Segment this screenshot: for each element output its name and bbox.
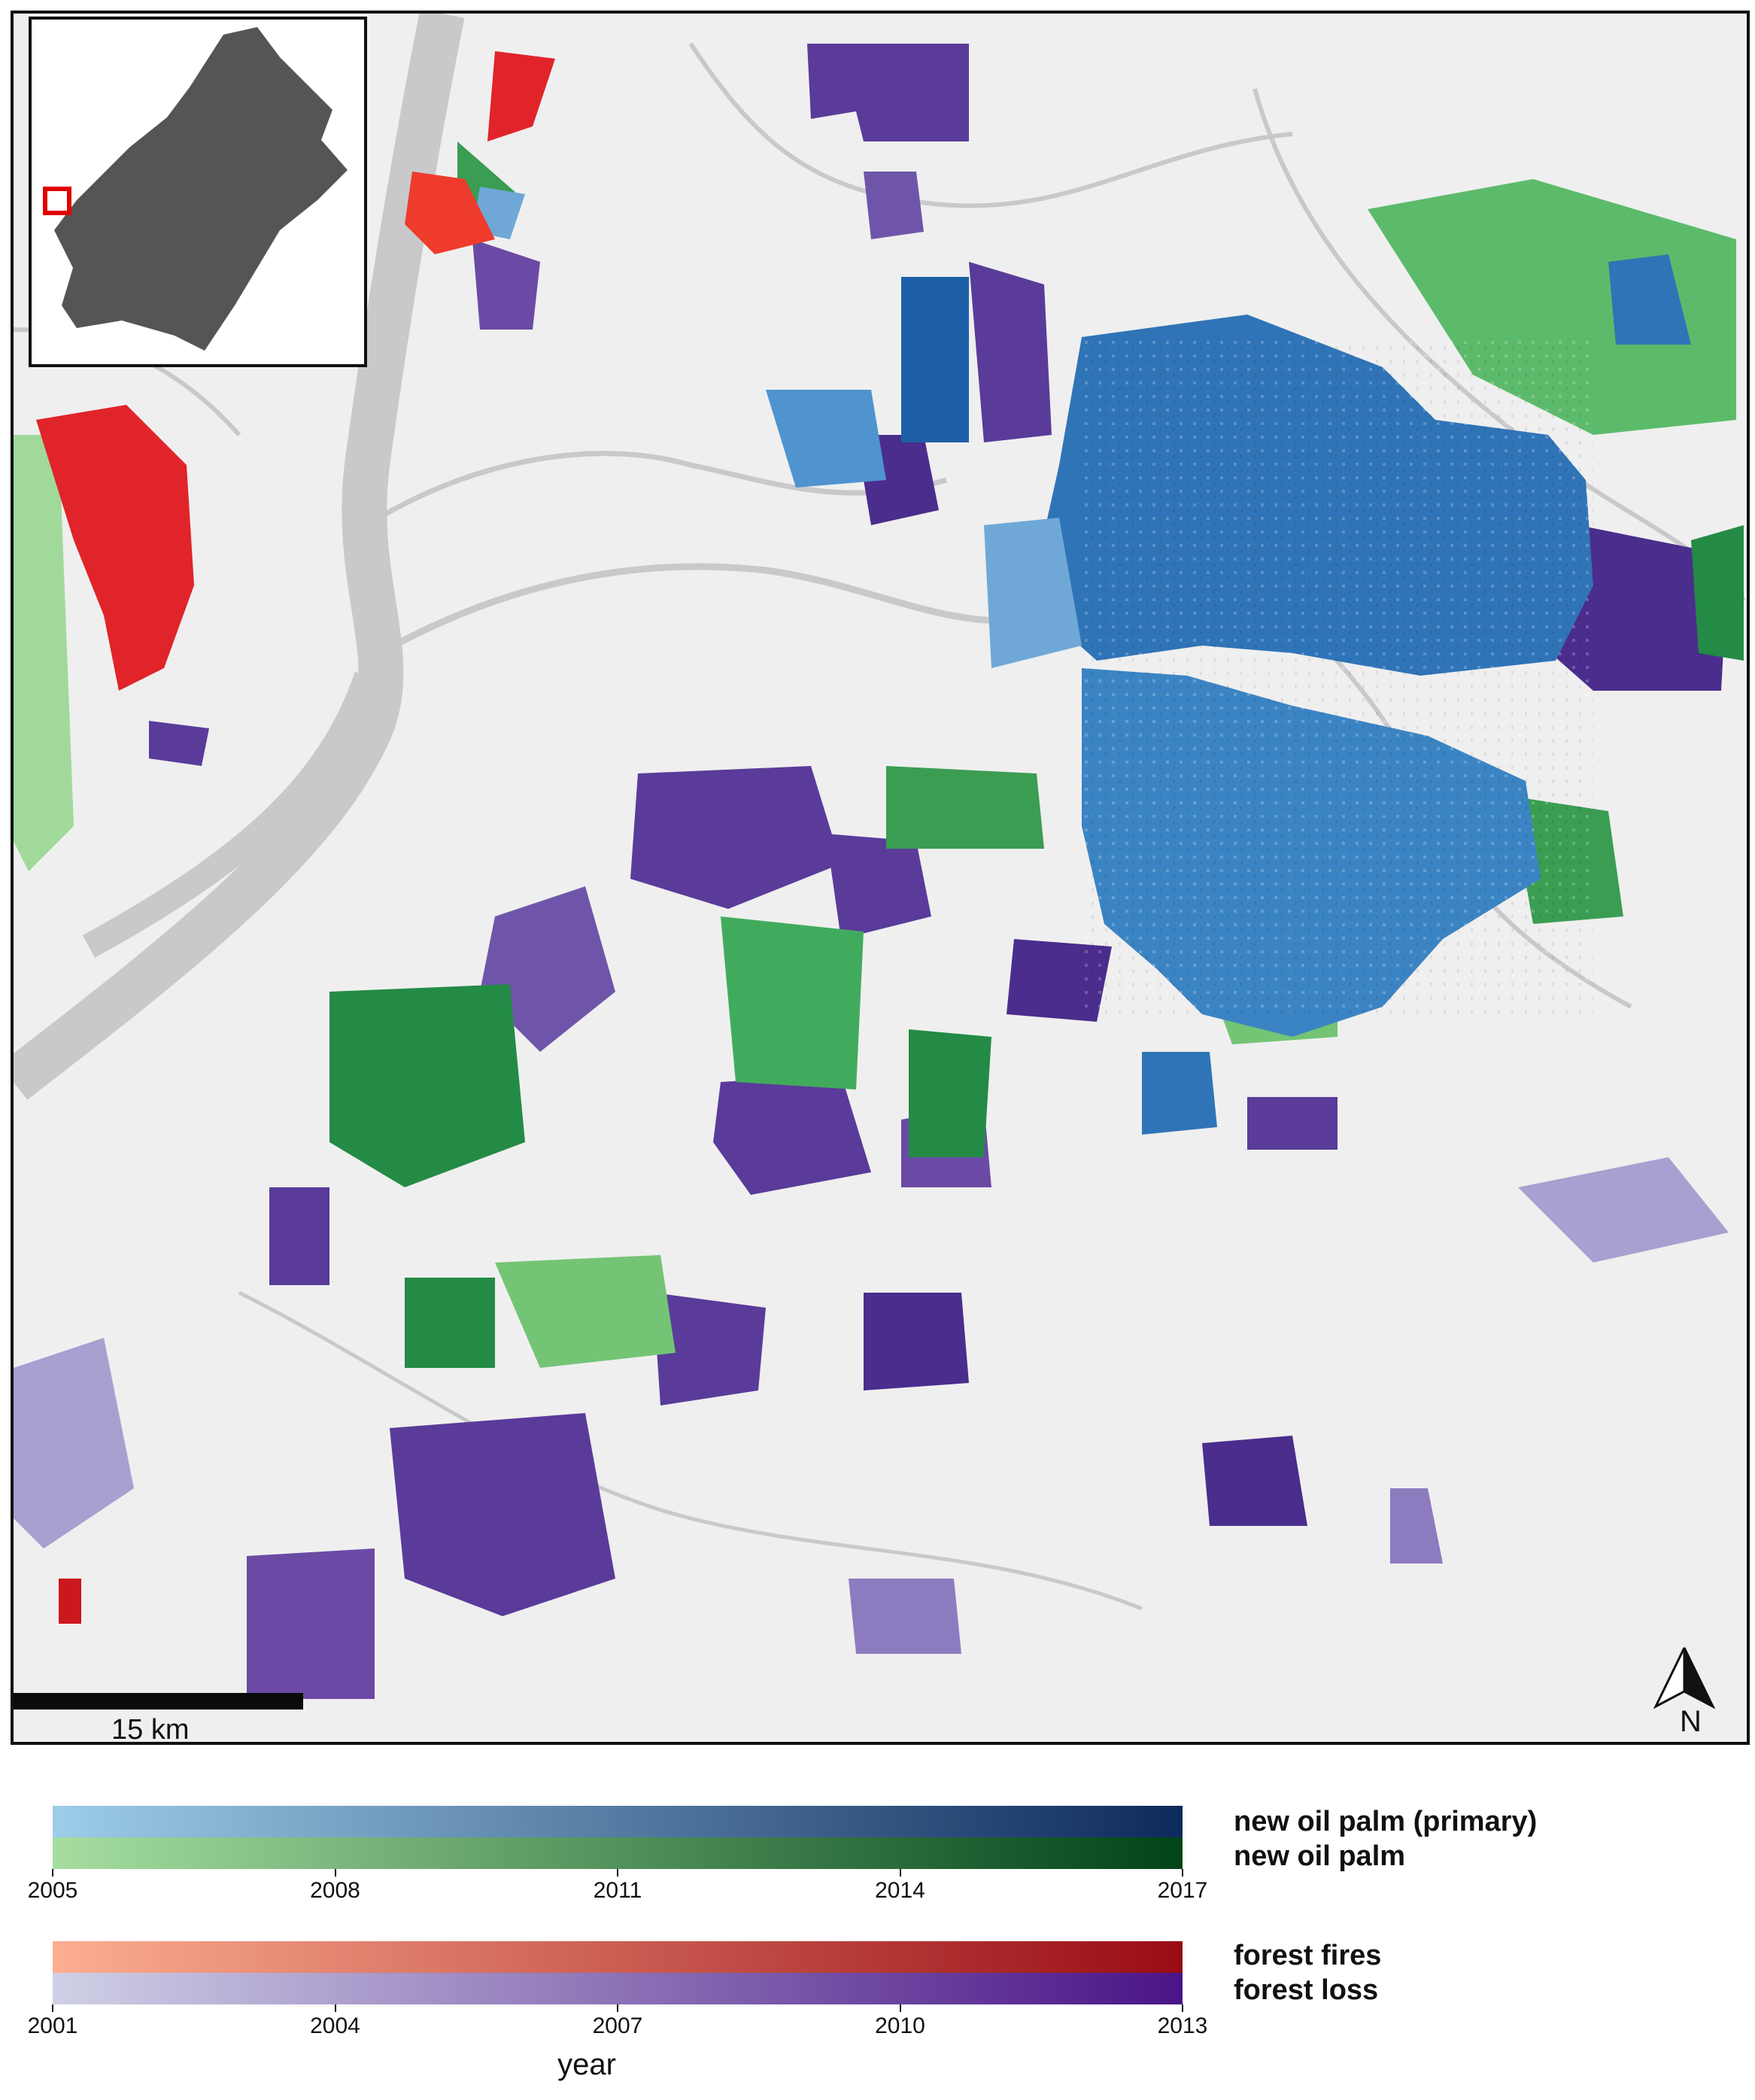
- tributary-river: [365, 563, 1060, 664]
- tributary-river: [688, 42, 1293, 208]
- oil-palm-primary-patch: [766, 390, 886, 488]
- north-arrow-icon: [1653, 1647, 1716, 1709]
- forest-loss-patch: [390, 1413, 615, 1616]
- forest-loss-patch: [480, 886, 615, 1052]
- oil-palm-primary-patch: [1608, 254, 1691, 345]
- forest-loss-patch: [630, 766, 841, 909]
- legend-tick-label: 2008: [310, 1878, 360, 1903]
- legend-label-oil-palm-primary: new oil palm (primary): [1234, 1806, 1538, 1837]
- forest-loss-patch: [247, 1548, 375, 1699]
- scale-bar-graphic: [14, 1693, 303, 1709]
- legend-gradient-oil-palm-primary: [53, 1806, 1183, 1837]
- legend-axis-title: year: [557, 2048, 616, 2081]
- study-area-marker: [43, 187, 71, 215]
- legend-tick-mark: [1182, 2004, 1183, 2012]
- forest-loss-patch: [1202, 1436, 1307, 1526]
- oil-palm-primary-patch: [1082, 337, 1593, 1014]
- oil-palm-primary-patch: [984, 518, 1082, 668]
- oil-palm-primary-patch: [901, 277, 969, 442]
- legend-tick-label: 2004: [310, 2013, 360, 2038]
- oil-palm-patch: [1691, 525, 1744, 661]
- borneo-island: [54, 27, 348, 351]
- legend-tick-mark: [899, 1869, 901, 1877]
- oil-palm-patch: [329, 984, 525, 1187]
- oil-palm-patch: [14, 435, 74, 871]
- legend-tick-label: 2013: [1157, 2013, 1208, 2038]
- forest-fire-patch: [36, 405, 194, 691]
- forest-loss-patch: [969, 262, 1052, 442]
- forest-loss-patch: [14, 1338, 134, 1548]
- legend-tick-label: 2011: [593, 1878, 642, 1903]
- inset-locator-map: [29, 17, 367, 367]
- legend-label-forest-fires: forest fires: [1234, 1940, 1382, 1971]
- oil-palm-primary-layer: [472, 187, 1691, 1135]
- oil-palm-primary-patch: [1142, 1052, 1217, 1135]
- oil-palm-patch: [909, 1029, 991, 1157]
- oil-palm-patch: [886, 766, 1044, 849]
- legend-tick-mark: [899, 2004, 901, 2012]
- forest-fire-patch: [487, 51, 555, 141]
- forest-loss-patch: [713, 1074, 871, 1195]
- legend-gradient-oil-palm: [53, 1837, 1183, 1869]
- forest-loss-patch: [1247, 1097, 1338, 1150]
- forest-loss-patch: [269, 1187, 329, 1285]
- legend-tick-label: 2014: [875, 1878, 925, 1903]
- forest-fire-layer: [36, 51, 555, 1624]
- scale-bar-label: 15 km: [111, 1714, 190, 1745]
- map-frame: 15 km N: [11, 11, 1750, 1745]
- legend-tick-mark: [334, 2004, 336, 2012]
- forest-loss-patch: [807, 44, 969, 141]
- oil-palm-patch: [721, 916, 864, 1090]
- forest-loss-patch: [1390, 1488, 1443, 1564]
- forest-fire-patch: [405, 172, 495, 254]
- legend-tick-label: 2010: [875, 2013, 925, 2038]
- legend-tick-label: 2007: [592, 2013, 643, 2038]
- legend-tick-label: 2001: [27, 2013, 78, 2038]
- forest-loss-patch: [149, 721, 209, 766]
- oil-palm-patch: [1368, 179, 1736, 435]
- tributary-river: [238, 1290, 1143, 1611]
- oil-palm-patch: [495, 1255, 676, 1368]
- forest-loss-patch: [1518, 1157, 1729, 1263]
- legend-gradient-forest-fires: [53, 1941, 1183, 1973]
- main-river-branch: [82, 671, 380, 958]
- map-canvas: [14, 14, 1746, 1699]
- forest-loss-patch: [653, 1293, 766, 1406]
- legend-tick-mark: [52, 2004, 53, 2012]
- oil-palm-patch: [405, 1278, 495, 1368]
- north-arrow: N: [1641, 1646, 1731, 1742]
- north-label: N: [1680, 1705, 1702, 1738]
- legend-label-forest-loss: forest loss: [1234, 1974, 1379, 2006]
- legend-tick-mark: [617, 1869, 618, 1877]
- tributary-river: [342, 451, 947, 542]
- forest-loss-patch: [826, 834, 931, 939]
- forest-loss-patch: [864, 1293, 969, 1390]
- legend-tick-mark: [334, 1869, 336, 1877]
- legend-tick-mark: [52, 1869, 53, 1877]
- scale-bar: 15 km: [14, 1693, 314, 1745]
- forest-loss-patch: [849, 1579, 961, 1654]
- legend-gradient-forest-loss: [53, 1973, 1183, 2004]
- main-river: [14, 14, 465, 1100]
- oil-palm-layer: [14, 141, 1744, 1368]
- legend-tick-label: 2005: [27, 1878, 78, 1903]
- forest-fire-patch: [59, 1579, 81, 1624]
- legend-label-oil-palm: new oil palm: [1234, 1840, 1406, 1872]
- legend-tick-label: 2017: [1157, 1878, 1208, 1903]
- legend-tick-mark: [1182, 1869, 1183, 1877]
- legend-tick-mark: [617, 2004, 618, 2012]
- forest-loss-patch: [472, 239, 540, 330]
- forest-loss-patch: [864, 172, 924, 239]
